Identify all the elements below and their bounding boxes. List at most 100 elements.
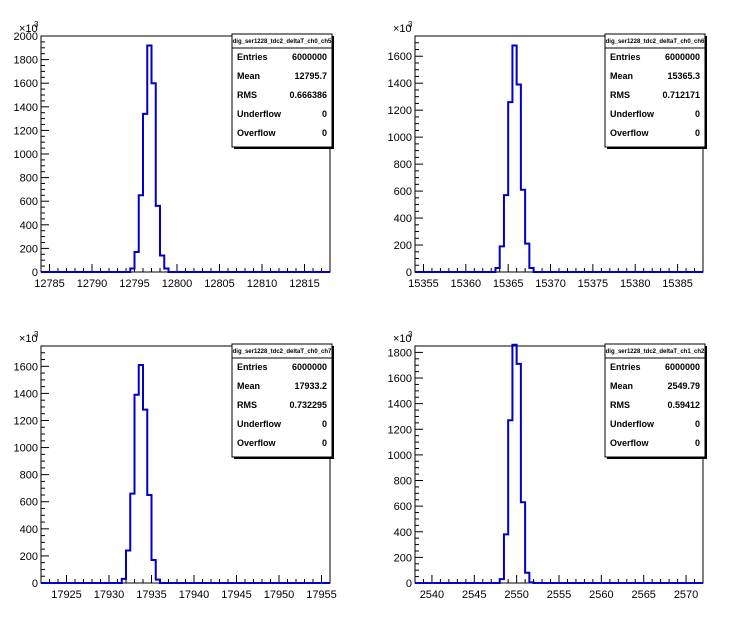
y-tick-label: 0 bbox=[406, 267, 412, 279]
histogram-panel: 0 200 400 600 800 1000 1200 1400 1600 ×103 17925 17… bbox=[14, 330, 337, 601]
y-tick-label: 200 bbox=[20, 551, 38, 563]
histogram-line bbox=[41, 44, 330, 273]
histogram-line bbox=[415, 343, 703, 584]
y-tick-label: 1800 bbox=[14, 55, 38, 67]
y-multiplier-exp: 3 bbox=[408, 330, 413, 339]
x-tick-label: 12790 bbox=[77, 278, 108, 290]
x-tick-label: 12795 bbox=[119, 278, 150, 290]
y-tick-label: 1000 bbox=[14, 443, 38, 455]
stats-box-title: dig_ser1228_tdc2_deltaT_ch1_ch2 bbox=[606, 349, 705, 355]
y-tick-label: 1000 bbox=[388, 132, 412, 144]
stats-box-title: dig_ser1228_tdc2_deltaT_ch0_ch5 bbox=[233, 39, 332, 45]
y-tick-label: 1000 bbox=[14, 149, 38, 161]
x-tick-label: 2560 bbox=[589, 589, 613, 601]
y-tick-label: 400 bbox=[394, 527, 412, 539]
stats-label: Mean bbox=[610, 71, 633, 81]
y-tick-label: 1200 bbox=[388, 424, 412, 436]
stats-value: 6000000 bbox=[292, 52, 327, 62]
stats-value: 0 bbox=[695, 419, 700, 429]
stats-value: 0.59412 bbox=[667, 400, 700, 410]
stats-value: 0 bbox=[322, 109, 327, 119]
stats-label: Underflow bbox=[237, 419, 282, 429]
stats-box: dig_ser1228_tdc2_deltaT_ch0_ch7 Entries 60… bbox=[231, 343, 334, 459]
x-tick-label: 17930 bbox=[94, 589, 125, 601]
y-multiplier-exp: 3 bbox=[408, 20, 413, 29]
y-tick-label: 600 bbox=[20, 497, 38, 509]
stats-value: 0 bbox=[695, 109, 700, 119]
stats-box: dig_ser1228_tdc2_deltaT_ch0_ch5 Entries 60… bbox=[231, 33, 334, 149]
stats-value: 6000000 bbox=[665, 362, 700, 372]
stats-label: Entries bbox=[610, 362, 641, 372]
stats-value: 0 bbox=[322, 438, 327, 448]
y-tick-label: 600 bbox=[20, 196, 38, 208]
x-tick-label: 2550 bbox=[504, 589, 528, 601]
stats-value: 12795.7 bbox=[294, 71, 327, 81]
stats-box-frame bbox=[231, 343, 333, 458]
x-tick-label: 12810 bbox=[247, 278, 278, 290]
y-tick-label: 200 bbox=[394, 552, 412, 564]
y-tick-label: 1400 bbox=[14, 388, 38, 400]
stats-value: 0 bbox=[322, 419, 327, 429]
stats-box-frame bbox=[604, 343, 706, 458]
y-tick-label: 1200 bbox=[388, 105, 412, 117]
y-tick-label: 1400 bbox=[14, 102, 38, 114]
x-tick-label: 15375 bbox=[578, 278, 609, 290]
x-tick-label: 17955 bbox=[306, 589, 337, 601]
y-multiplier: ×10 bbox=[393, 333, 412, 345]
stats-label: Mean bbox=[237, 381, 260, 391]
stats-value: 0 bbox=[322, 128, 327, 138]
stats-value: 15365.3 bbox=[667, 71, 700, 81]
y-tick-label: 800 bbox=[394, 476, 412, 488]
stats-value: 17933.2 bbox=[294, 381, 327, 391]
x-tick-label: 15385 bbox=[662, 278, 693, 290]
stats-label: Underflow bbox=[237, 109, 282, 119]
y-tick-label: 1600 bbox=[388, 373, 412, 385]
y-multiplier: ×10 bbox=[393, 23, 412, 35]
stats-label: Entries bbox=[237, 52, 268, 62]
stats-value: 0 bbox=[695, 438, 700, 448]
stats-box: dig_ser1228_tdc2_deltaT_ch0_ch6 Entries 60… bbox=[604, 33, 707, 149]
y-tick-label: 800 bbox=[20, 173, 38, 185]
y-tick-label: 400 bbox=[20, 524, 38, 536]
x-tick-label: 12785 bbox=[34, 278, 65, 290]
x-tick-label: 2555 bbox=[547, 589, 571, 601]
y-tick-label: 0 bbox=[406, 578, 412, 590]
stats-label: Underflow bbox=[610, 419, 655, 429]
stats-label: Overflow bbox=[610, 128, 650, 138]
x-tick-label: 2545 bbox=[462, 589, 486, 601]
y-tick-label: 1600 bbox=[388, 51, 412, 63]
stats-value: 0.732295 bbox=[289, 400, 327, 410]
x-tick-label: 12805 bbox=[204, 278, 235, 290]
y-tick-label: 200 bbox=[394, 240, 412, 252]
x-tick-label: 15380 bbox=[620, 278, 651, 290]
stats-value: 0.666386 bbox=[289, 90, 327, 100]
x-tick-label: 15370 bbox=[535, 278, 566, 290]
y-tick-label: 400 bbox=[20, 220, 38, 232]
x-tick-label: 17945 bbox=[221, 589, 252, 601]
stats-label: Mean bbox=[237, 71, 260, 81]
y-tick-label: 0 bbox=[32, 267, 38, 279]
y-tick-label: 800 bbox=[394, 159, 412, 171]
x-tick-label: 12815 bbox=[289, 278, 320, 290]
stats-value: 6000000 bbox=[292, 362, 327, 372]
y-tick-label: 1600 bbox=[14, 361, 38, 373]
stats-label: Mean bbox=[610, 381, 633, 391]
stats-label: RMS bbox=[610, 90, 630, 100]
x-tick-label: 17940 bbox=[179, 589, 210, 601]
x-tick-label: 2570 bbox=[674, 589, 698, 601]
y-tick-label: 600 bbox=[394, 186, 412, 198]
x-tick-label: 17925 bbox=[51, 589, 82, 601]
stats-box-frame bbox=[604, 33, 706, 148]
stats-label: Overflow bbox=[237, 438, 277, 448]
y-tick-label: 400 bbox=[394, 213, 412, 225]
y-tick-label: 2000 bbox=[14, 31, 38, 43]
x-tick-label: 17935 bbox=[136, 589, 167, 601]
y-tick-label: 1400 bbox=[388, 78, 412, 90]
histogram-line bbox=[41, 363, 330, 584]
stats-label: RMS bbox=[610, 400, 630, 410]
x-tick-label: 2540 bbox=[420, 589, 444, 601]
stats-box-title: dig_ser1228_tdc2_deltaT_ch0_ch6 bbox=[606, 39, 705, 45]
stats-label: Overflow bbox=[237, 128, 277, 138]
y-multiplier-exp: 3 bbox=[34, 330, 39, 339]
